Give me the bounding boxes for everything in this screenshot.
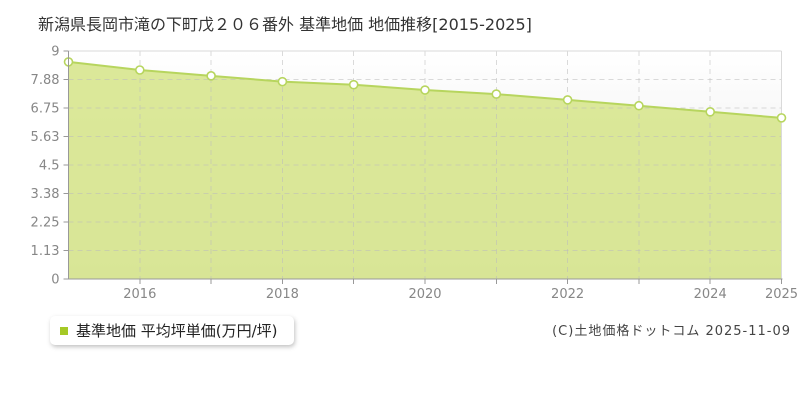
data-point-marker [776,113,787,123]
chart-title: 新潟県長岡市滝の下町戊２０６番外 基準地価 地価推移[2015-2025] [38,15,532,34]
y-tick-label: 0 [51,273,59,288]
x-tick-label: 2016 [123,287,156,302]
y-tick-label: 3.38 [31,187,60,202]
data-point-marker [135,65,145,75]
copyright-text: (C)土地価格ドットコム 2025-11-09 [552,324,791,339]
y-tick-label: 2.25 [31,216,60,231]
legend: 基準地価 平均坪単価(万円/坪) [50,316,294,345]
y-tick-label: 1.13 [31,244,60,259]
legend-label: 基準地価 平均坪単価(万円/坪) [76,322,278,340]
data-point-marker [634,100,644,111]
x-tick-label: 2020 [408,287,441,302]
data-point-marker [491,89,502,99]
x-tick-label: 2025 [765,287,798,302]
legend-marker-square [60,326,68,335]
y-tick-label: 9 [51,45,59,60]
data-point-marker [705,107,716,117]
y-tick-label: 4.5 [39,159,60,174]
y-tick-label: 5.63 [31,130,60,145]
x-tick-label: 2022 [551,287,584,302]
data-point-marker [277,76,288,87]
data-point-marker [348,79,359,90]
data-point-marker [420,85,430,95]
y-tick-label: 7.88 [31,73,60,88]
x-tick-label: 2024 [694,287,727,302]
data-point-marker [206,71,216,81]
x-tick-label: 2018 [266,287,299,302]
data-point-marker [562,95,573,105]
y-tick-label: 6.75 [31,102,60,117]
